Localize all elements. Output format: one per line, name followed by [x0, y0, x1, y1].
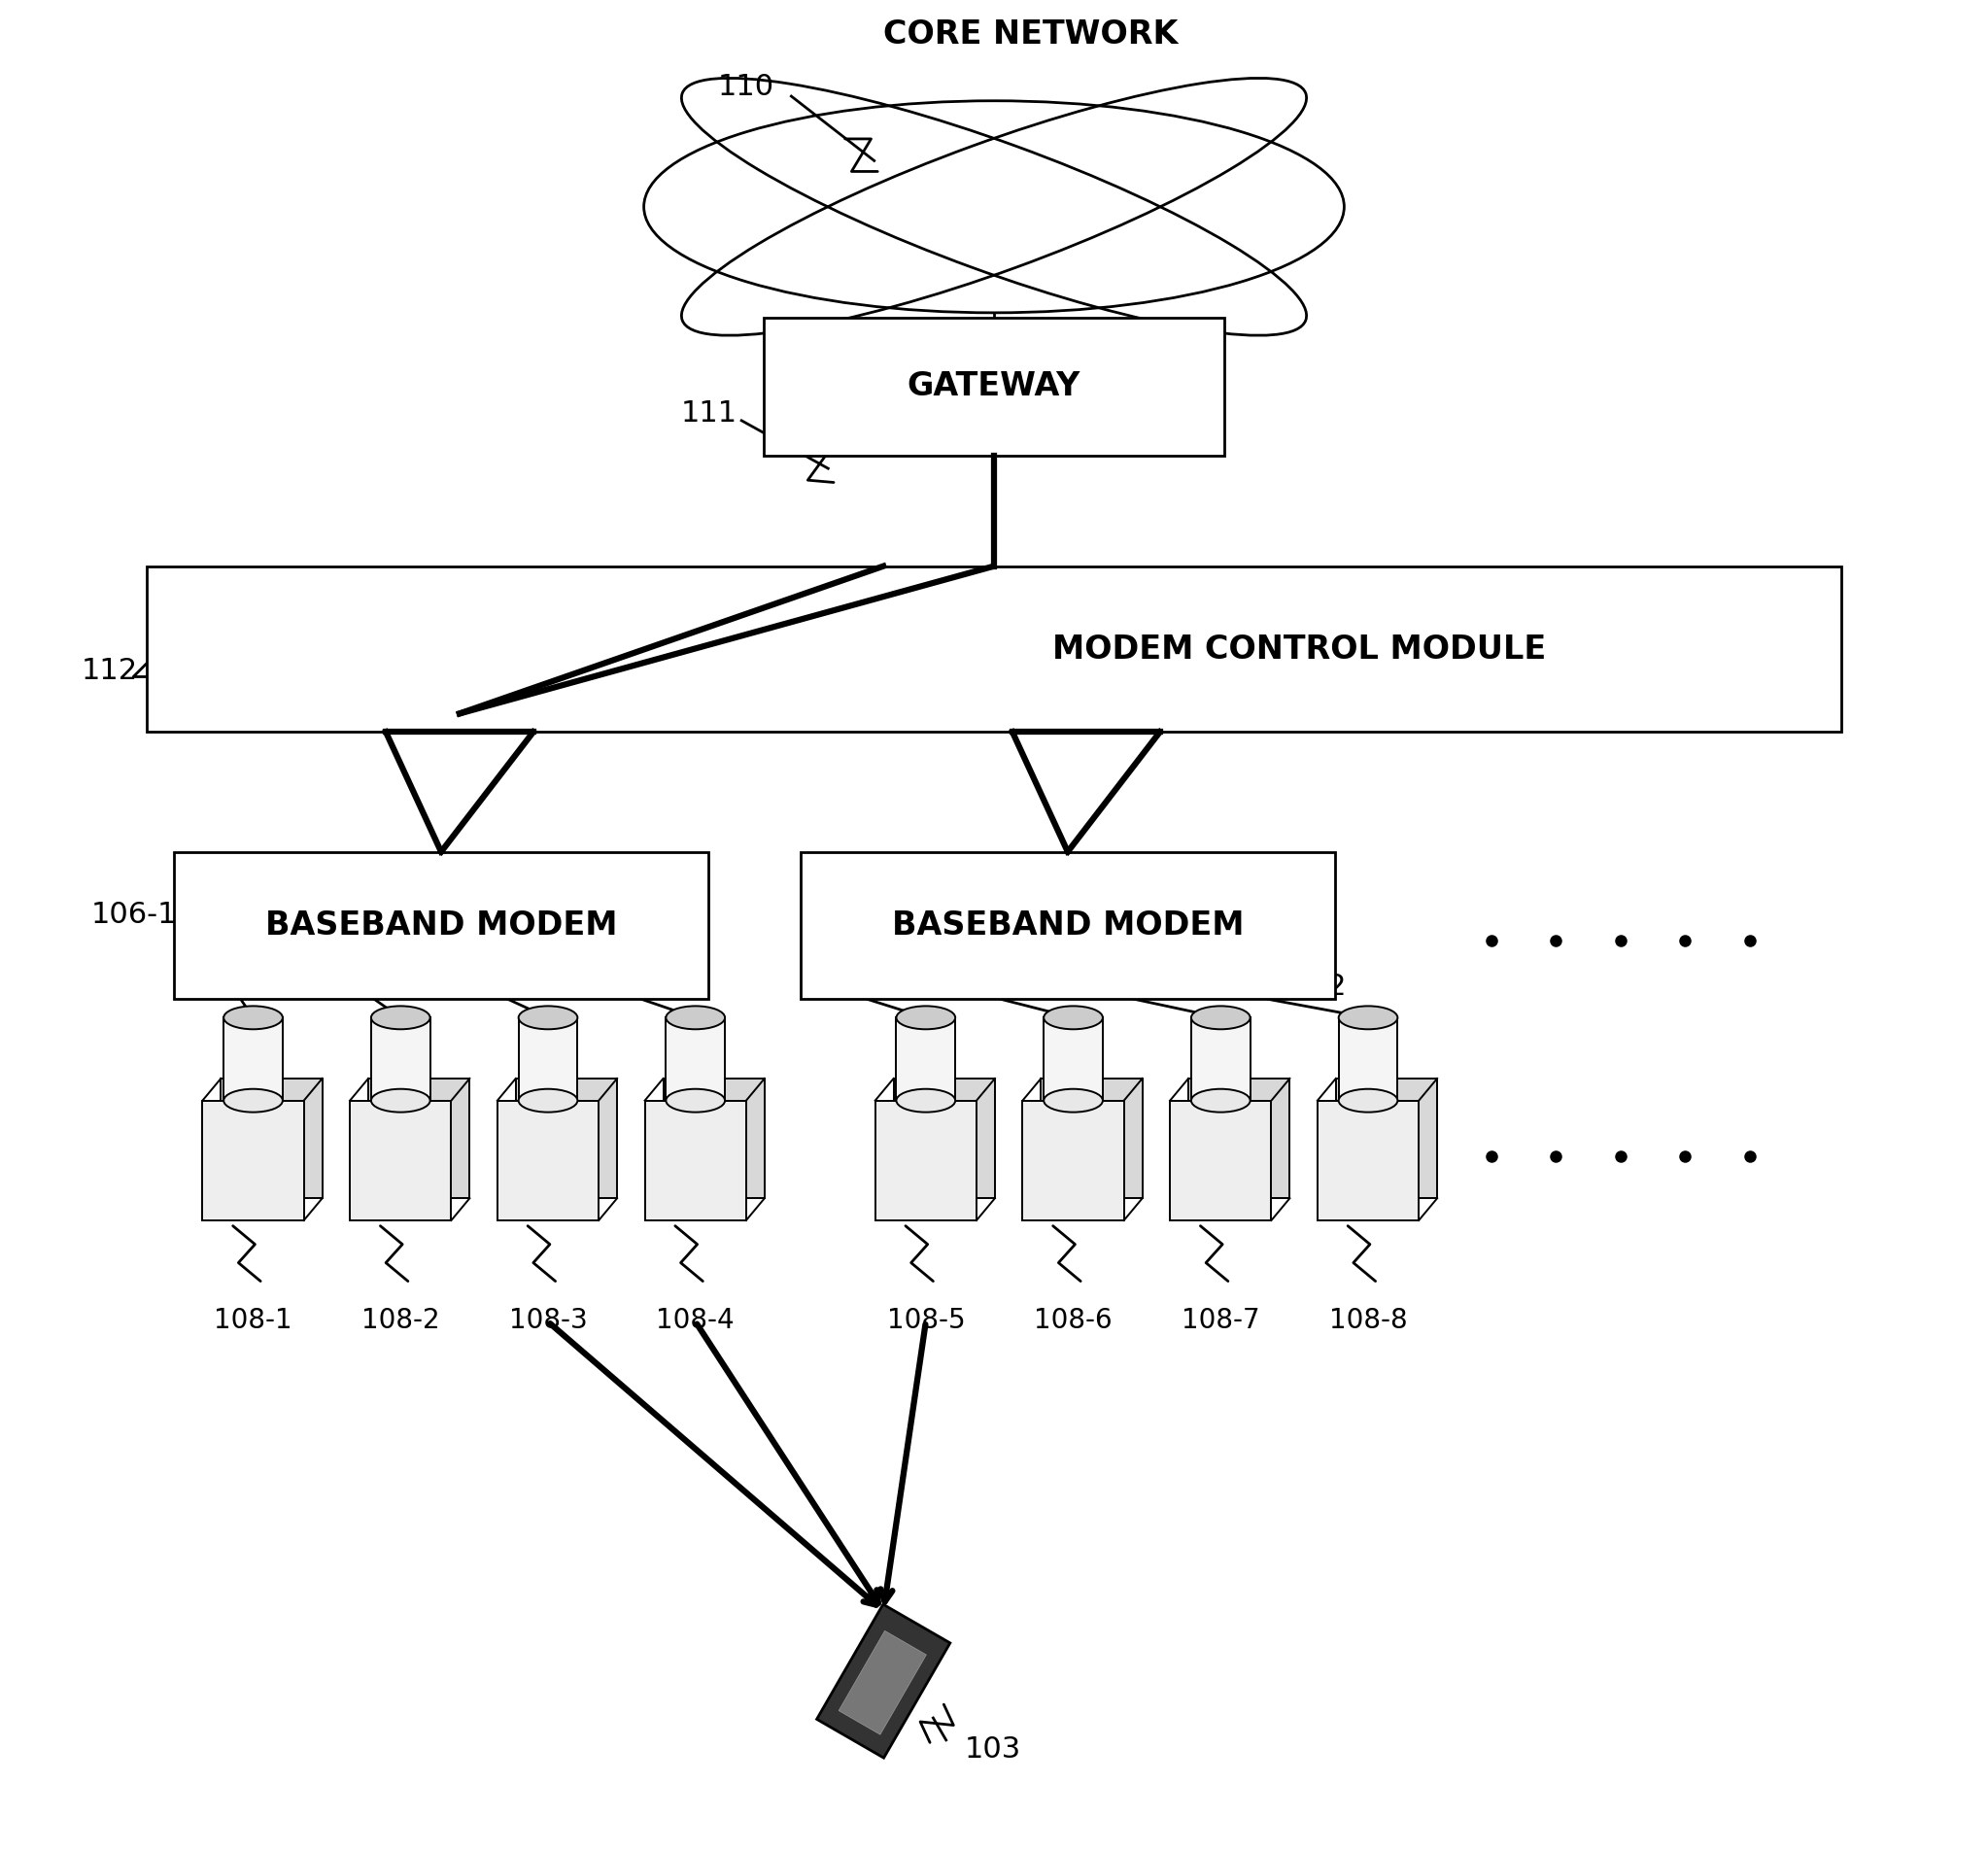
- Bar: [664, 1079, 765, 1198]
- Bar: [763, 317, 1225, 455]
- Bar: [1022, 1101, 1123, 1220]
- Bar: [225, 1018, 282, 1101]
- Text: BASEBAND MODEM: BASEBAND MODEM: [264, 909, 616, 942]
- Bar: [1044, 1018, 1103, 1101]
- Polygon shape: [817, 1605, 950, 1758]
- Ellipse shape: [372, 1088, 429, 1112]
- Text: GATEWAY: GATEWAY: [907, 370, 1081, 402]
- Bar: [497, 1101, 598, 1220]
- Text: 103: 103: [964, 1734, 1022, 1764]
- Text: 108-3: 108-3: [509, 1307, 586, 1335]
- Text: 108-5: 108-5: [887, 1307, 964, 1335]
- Ellipse shape: [666, 1088, 726, 1112]
- Text: 108-2: 108-2: [362, 1307, 439, 1335]
- Polygon shape: [839, 1631, 926, 1734]
- Ellipse shape: [519, 1007, 577, 1029]
- Text: MODEM CONTROL MODULE: MODEM CONTROL MODULE: [1052, 633, 1547, 665]
- Bar: [147, 566, 1841, 731]
- Ellipse shape: [1044, 1007, 1103, 1029]
- Bar: [368, 1079, 469, 1198]
- Bar: [1338, 1018, 1398, 1101]
- Bar: [801, 851, 1334, 1000]
- Bar: [893, 1079, 994, 1198]
- Bar: [666, 1018, 726, 1101]
- Ellipse shape: [897, 1007, 956, 1029]
- Bar: [875, 1101, 976, 1220]
- Bar: [350, 1101, 451, 1220]
- Text: 108-4: 108-4: [656, 1307, 736, 1335]
- Text: 111: 111: [680, 400, 738, 428]
- Text: 108-7: 108-7: [1181, 1307, 1260, 1335]
- Ellipse shape: [225, 1007, 282, 1029]
- Ellipse shape: [897, 1088, 956, 1112]
- Ellipse shape: [1338, 1007, 1398, 1029]
- Text: 108-6: 108-6: [1034, 1307, 1113, 1335]
- Text: BASEBAND MODEM: BASEBAND MODEM: [891, 909, 1244, 942]
- Text: 108-8: 108-8: [1328, 1307, 1408, 1335]
- Text: CORE NETWORK: CORE NETWORK: [883, 19, 1179, 50]
- Ellipse shape: [644, 100, 1344, 313]
- Bar: [1336, 1079, 1437, 1198]
- Ellipse shape: [666, 1007, 726, 1029]
- Text: 110: 110: [718, 72, 773, 102]
- Ellipse shape: [519, 1088, 577, 1112]
- Ellipse shape: [1044, 1088, 1103, 1112]
- Bar: [519, 1018, 577, 1101]
- Ellipse shape: [1338, 1088, 1398, 1112]
- Bar: [1171, 1101, 1272, 1220]
- Text: 108-1: 108-1: [215, 1307, 292, 1335]
- Text: 112: 112: [82, 657, 139, 685]
- Bar: [1042, 1079, 1143, 1198]
- Ellipse shape: [372, 1007, 429, 1029]
- Text: 106-1: 106-1: [91, 900, 177, 929]
- Bar: [221, 1079, 322, 1198]
- Bar: [173, 851, 708, 1000]
- Bar: [1191, 1018, 1250, 1101]
- Bar: [515, 1079, 616, 1198]
- Ellipse shape: [225, 1088, 282, 1112]
- Bar: [897, 1018, 956, 1101]
- Bar: [1189, 1079, 1290, 1198]
- Bar: [372, 1018, 429, 1101]
- Text: 106-2: 106-2: [1260, 972, 1348, 1000]
- Bar: [1318, 1101, 1419, 1220]
- Ellipse shape: [1191, 1007, 1250, 1029]
- Text: 114: 114: [571, 613, 626, 640]
- Bar: [203, 1101, 304, 1220]
- Bar: [644, 1101, 746, 1220]
- Ellipse shape: [1191, 1088, 1250, 1112]
